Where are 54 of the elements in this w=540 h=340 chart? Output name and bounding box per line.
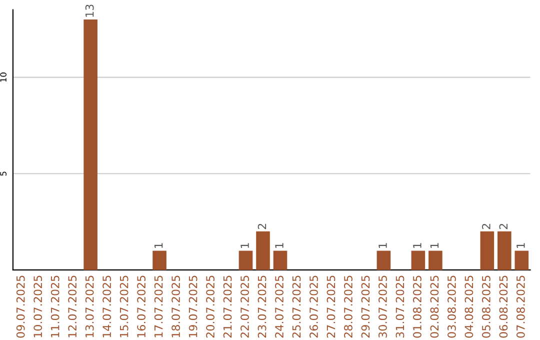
bar <box>480 231 494 270</box>
bar <box>84 19 98 270</box>
x-tick-label: 25.07.2025 <box>292 276 301 338</box>
x-tick-label: 30.07.2025 <box>378 276 387 338</box>
x-tick-label: 28.07.2025 <box>344 276 352 338</box>
bar <box>152 250 166 270</box>
x-tick-label: 07.08.2025 <box>516 276 525 338</box>
x-tick-label: 15.07.2025 <box>120 276 128 338</box>
x-tick-label: 16.07.2025 <box>137 276 146 338</box>
x-tick-label: 11.07.2025 <box>50 276 60 338</box>
x-tick-label: 24.07.2025 <box>275 276 284 338</box>
x-tick-label: 27.07.2025 <box>326 276 336 338</box>
data-label: 1 <box>413 243 422 248</box>
data-label: 2 <box>482 224 490 230</box>
x-tick-label: 12.07.2025 <box>68 276 77 338</box>
x-tick-label: 18.07.2025 <box>172 276 180 338</box>
x-tick-label: 05.08.2025 <box>482 276 490 338</box>
data-label: 13 <box>85 4 94 17</box>
x-tick-label: 02.08.2025 <box>430 276 439 338</box>
bar <box>376 250 391 270</box>
data-label: 1 <box>378 243 387 248</box>
bar <box>428 250 442 270</box>
data-label: 1 <box>275 243 284 248</box>
x-tick-label: 01.08.2025 <box>413 276 422 338</box>
x-tick-label: 03.08.2025 <box>448 276 456 338</box>
x-tick-label: 26.07.2025 <box>310 276 318 338</box>
data-label: 1 <box>516 243 525 248</box>
x-tick-label: 10.07.2025 <box>34 276 42 338</box>
data-label: 1 <box>430 243 439 248</box>
data-label: 1 <box>240 243 249 248</box>
y-tick-label: 5 <box>0 172 6 176</box>
x-tick-label: 29.07.2025 <box>361 276 370 338</box>
x-tick-label: 20.07.2025 <box>206 276 214 338</box>
bar <box>411 250 426 270</box>
data-label: 2 <box>258 224 266 230</box>
x-tick-label: 31.07.2025 <box>396 276 404 338</box>
data-label: 1 <box>154 243 163 248</box>
bar <box>256 231 270 270</box>
x-tick-label: 17.07.2025 <box>154 276 163 338</box>
x-tick-label: 09.07.2025 <box>16 276 25 338</box>
bar <box>273 250 288 270</box>
bar <box>498 231 512 270</box>
x-tick-label: 19.07.2025 <box>188 276 198 338</box>
x-tick-label: 06.08.2025 <box>499 276 508 338</box>
y-tick-label: 10 <box>0 72 6 82</box>
x-tick-label: 14.07.2025 <box>102 276 112 338</box>
data-label: 2 <box>499 224 508 230</box>
bar <box>514 250 529 270</box>
x-tick-label: 22.07.2025 <box>240 276 249 338</box>
x-tick-label: 23.07.2025 <box>258 276 266 338</box>
x-tick-label: 21.07.2025 <box>223 276 232 338</box>
x-tick-label: 04.08.2025 <box>464 276 474 338</box>
x-tick-label: 13.07.2025 <box>85 276 94 338</box>
bar <box>238 250 253 270</box>
